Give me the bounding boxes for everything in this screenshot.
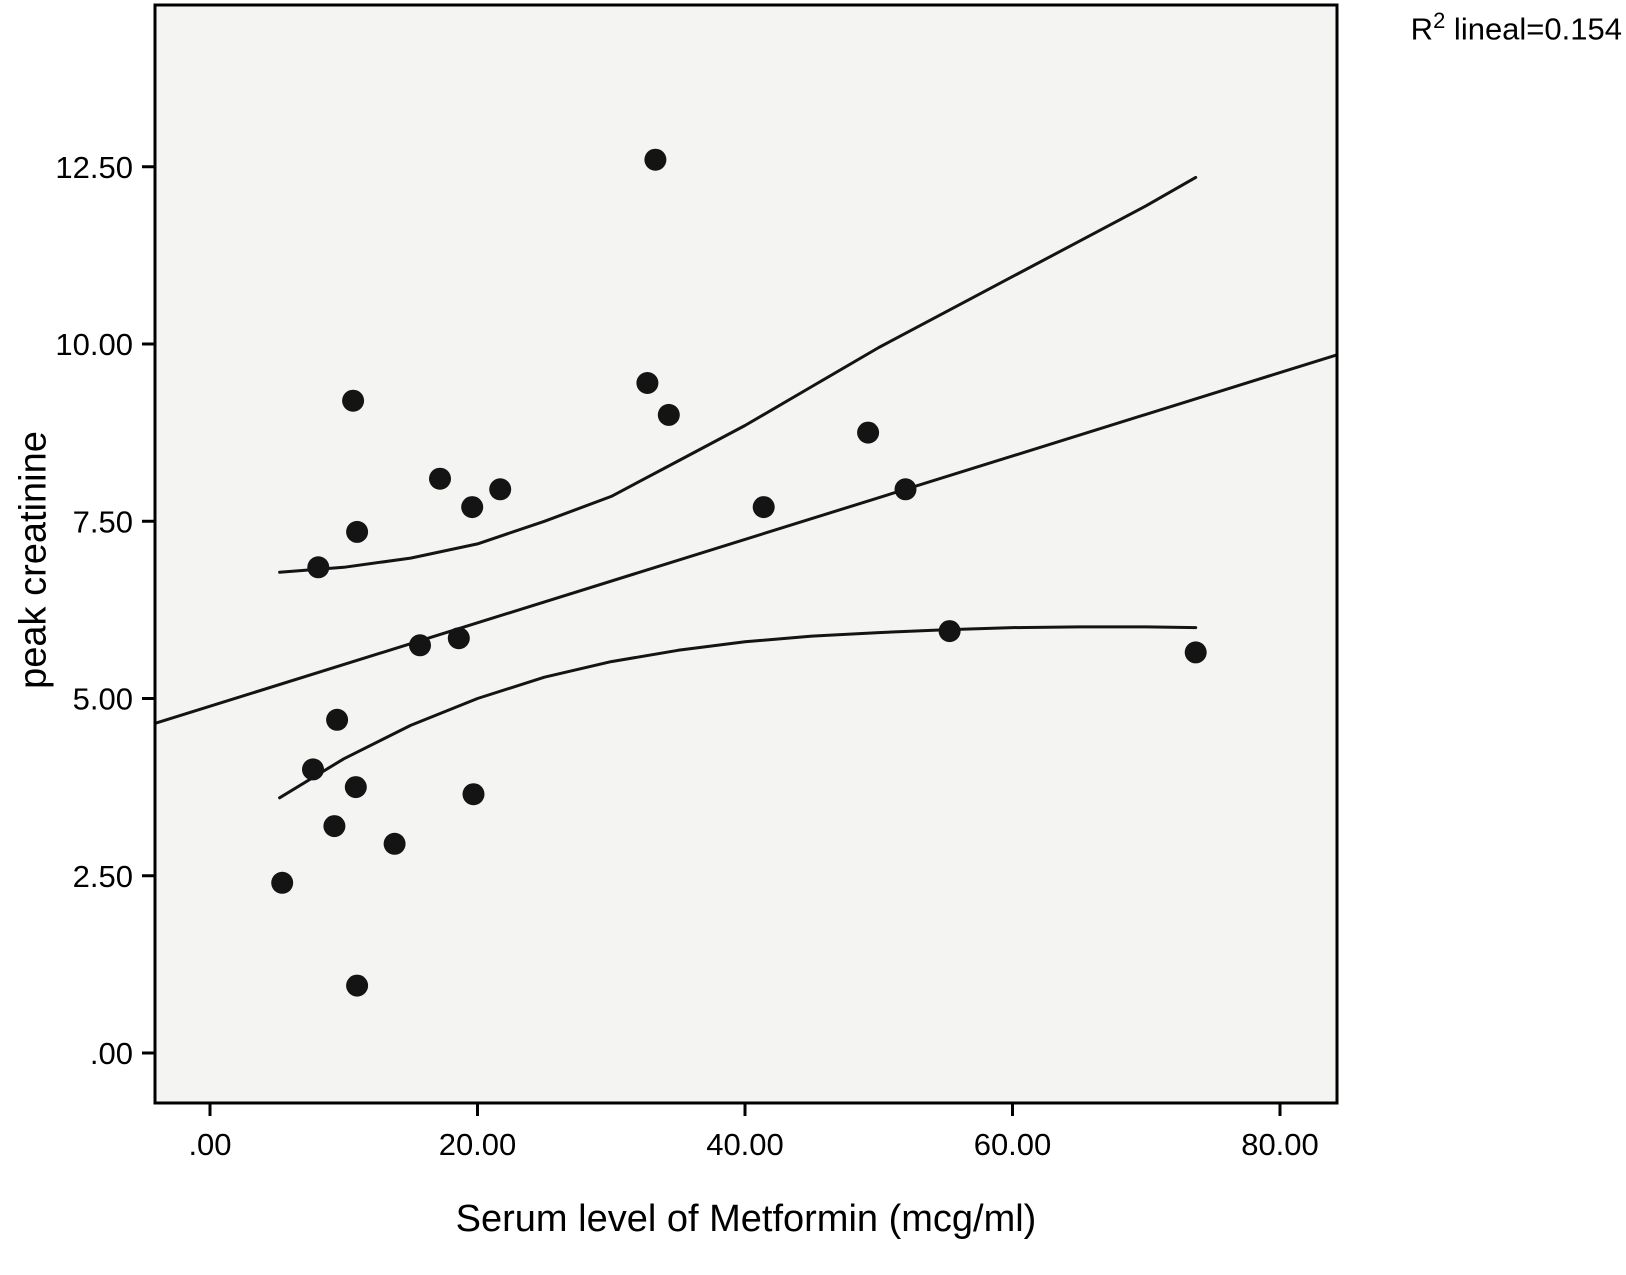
- data-point: [429, 467, 451, 490]
- data-point: [326, 708, 349, 731]
- r-squared-value: lineal=0.154: [1445, 11, 1622, 47]
- data-point: [271, 871, 294, 894]
- data-point: [857, 421, 880, 444]
- data-point: [344, 776, 367, 799]
- plot-background: [155, 5, 1337, 1103]
- x-tick-label: 40.00: [706, 1127, 784, 1162]
- y-tick-label: .00: [90, 1036, 133, 1071]
- data-point: [342, 389, 365, 412]
- ci-upper-line: [278, 175, 1198, 574]
- data-point: [657, 403, 680, 426]
- y-tick-label: 2.50: [73, 859, 133, 894]
- y-axis-label: peak creatinine: [12, 431, 55, 689]
- data-point: [346, 520, 369, 543]
- data-point: [302, 758, 324, 781]
- r-squared-prefix: R: [1410, 11, 1434, 47]
- x-tick-label: 60.00: [974, 1127, 1052, 1162]
- data-point: [461, 496, 484, 519]
- data-point: [409, 634, 431, 657]
- data-point: [894, 478, 917, 501]
- data-point: [636, 372, 659, 394]
- data-point: [489, 478, 512, 501]
- ci-lower-line: [278, 625, 1198, 800]
- data-point: [447, 627, 470, 650]
- data-point: [752, 496, 775, 519]
- data-point: [938, 620, 961, 643]
- fit-line: [154, 353, 1338, 725]
- data-point: [383, 832, 406, 855]
- y-tick-label: 12.50: [55, 150, 133, 185]
- y-tick-label: 5.00: [73, 682, 133, 717]
- data-point: [1184, 641, 1207, 664]
- x-tick-label: 80.00: [1241, 1127, 1319, 1162]
- x-tick-label: 20.00: [439, 1127, 517, 1162]
- data-point: [644, 148, 667, 171]
- data-point: [346, 974, 369, 997]
- y-tick-label: 10.00: [55, 327, 133, 362]
- data-point: [307, 556, 330, 579]
- y-tick-label: 7.50: [73, 504, 133, 539]
- data-point: [462, 783, 485, 806]
- x-axis-label: Serum level of Metformin (mcg/ml): [455, 1198, 1037, 1240]
- r-squared-sup: 2: [1433, 8, 1446, 33]
- r-squared-annotation: R2 lineal=0.154: [1411, 8, 1622, 47]
- x-tick-label: .00: [188, 1127, 231, 1162]
- data-point: [323, 815, 346, 838]
